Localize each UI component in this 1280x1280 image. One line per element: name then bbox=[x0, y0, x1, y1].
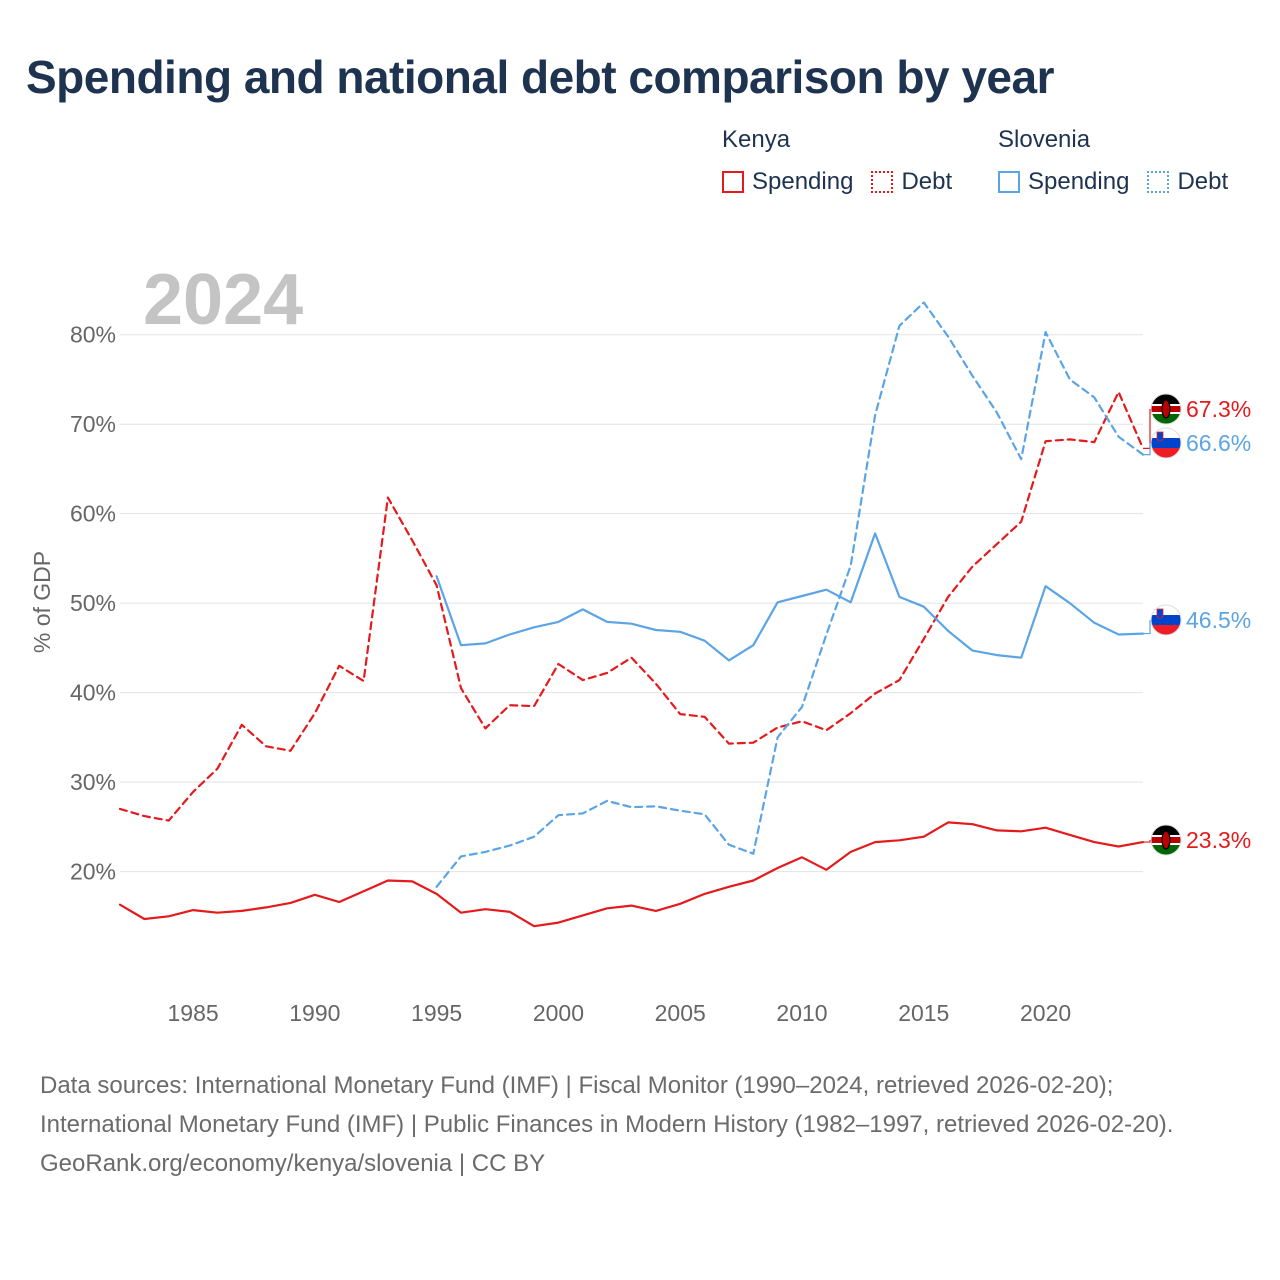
flag-border-slovenia-debt bbox=[1150, 427, 1182, 459]
end-value-label-kenya-spending: 23.3% bbox=[1186, 827, 1251, 853]
kenya-flag-shield-icon bbox=[1161, 830, 1171, 850]
slovenia-flag-band-2 bbox=[1151, 625, 1181, 635]
y-tick-label-20: 20% bbox=[70, 859, 116, 885]
legend-label-kenya-spending: Spending bbox=[752, 168, 854, 195]
legend-country-slovenia: Slovenia bbox=[998, 126, 1091, 153]
footer: Data sources: International Monetary Fun… bbox=[40, 1066, 1240, 1183]
x-tick-label-1995: 1995 bbox=[411, 1000, 462, 1026]
legend-swatch-solid-red bbox=[722, 171, 744, 193]
series-line-slovenia-debt bbox=[435, 301, 1145, 888]
legend-item-slovenia-spending[interactable]: Spending bbox=[998, 168, 1129, 196]
y-tick-label-80: 80% bbox=[70, 322, 116, 348]
x-tick-label-2010: 2010 bbox=[776, 1000, 827, 1026]
legend-swatch-solid-blue bbox=[998, 171, 1020, 193]
flag-border-kenya-debt bbox=[1150, 393, 1182, 425]
connector-kenya-debt bbox=[1143, 409, 1151, 449]
legend-label-slovenia-spending: Spending bbox=[1028, 168, 1130, 195]
legend-country-kenya: Kenya bbox=[722, 126, 791, 153]
slovenia-flag-band-1 bbox=[1151, 438, 1181, 448]
source-link[interactable]: GeoRank.org/economy/kenya/slovenia | CC … bbox=[40, 1150, 546, 1177]
legend-item-slovenia-debt[interactable]: Debt bbox=[1147, 168, 1228, 196]
y-tick-label-40: 40% bbox=[70, 680, 116, 706]
x-tick-label-2015: 2015 bbox=[898, 1000, 949, 1026]
kenya-flag-band-4 bbox=[1151, 845, 1181, 855]
y-tick-label-60: 60% bbox=[70, 501, 116, 527]
y-tick-label-30: 30% bbox=[70, 769, 116, 795]
legend-kenya: Kenya Spending Debt bbox=[722, 126, 970, 196]
data-sources-text: Data sources: International Monetary Fun… bbox=[40, 1072, 1174, 1138]
connector-slovenia-debt bbox=[1143, 443, 1151, 456]
slovenia-flag-band-1 bbox=[1151, 615, 1181, 625]
slovenia-flag-band-0 bbox=[1151, 605, 1181, 615]
x-tick-label-1990: 1990 bbox=[289, 1000, 340, 1026]
x-tick-label-2000: 2000 bbox=[533, 1000, 584, 1026]
legend-swatch-dotted-red bbox=[871, 171, 894, 193]
series-line-slovenia-spending bbox=[435, 532, 1145, 662]
series-line-kenya-spending bbox=[118, 821, 1145, 928]
y-tick-label-70: 70% bbox=[70, 411, 116, 437]
flag-border-slovenia-spending bbox=[1150, 604, 1182, 636]
end-value-label-slovenia-spending: 46.5% bbox=[1186, 607, 1251, 633]
kenya-flag-band-0 bbox=[1151, 394, 1181, 404]
legend-label-slovenia-debt: Debt bbox=[1177, 168, 1229, 195]
slovenia-flag-band-0 bbox=[1151, 428, 1181, 438]
connector-kenya-spending bbox=[1143, 840, 1151, 843]
x-tick-label-2005: 2005 bbox=[655, 1000, 706, 1026]
legend-item-kenya-debt[interactable]: Debt bbox=[871, 168, 952, 196]
kenya-flag-band-4 bbox=[1151, 414, 1181, 424]
slovenia-flag-shield-icon bbox=[1156, 608, 1164, 619]
legend-swatch-dotted-blue bbox=[1147, 171, 1170, 193]
legend-slovenia: Slovenia Spending Debt bbox=[998, 126, 1228, 196]
connector-slovenia-spending bbox=[1143, 620, 1151, 635]
kenya-flag-band-0 bbox=[1151, 825, 1181, 835]
flag-border-kenya-spending bbox=[1150, 824, 1182, 856]
end-value-label-slovenia-debt: 66.6% bbox=[1186, 430, 1251, 456]
chart-title: Spending and national debt comparison by… bbox=[26, 51, 1055, 103]
slovenia-flag-band-2 bbox=[1151, 448, 1181, 458]
series-line-kenya-debt bbox=[118, 390, 1145, 822]
x-tick-label-2020: 2020 bbox=[1020, 1000, 1071, 1026]
y-axis-label: % of GDP bbox=[29, 551, 55, 653]
y-tick-label-50: 50% bbox=[70, 590, 116, 616]
legend-label-kenya-debt: Debt bbox=[901, 168, 953, 195]
year-watermark: 2024 bbox=[143, 260, 303, 340]
x-tick-label-1985: 1985 bbox=[167, 1000, 218, 1026]
slovenia-flag-shield-icon bbox=[1156, 431, 1164, 442]
legend-item-kenya-spending[interactable]: Spending bbox=[722, 168, 853, 196]
end-value-label-kenya-debt: 67.3% bbox=[1186, 396, 1251, 422]
kenya-flag-shield-icon bbox=[1161, 399, 1171, 419]
